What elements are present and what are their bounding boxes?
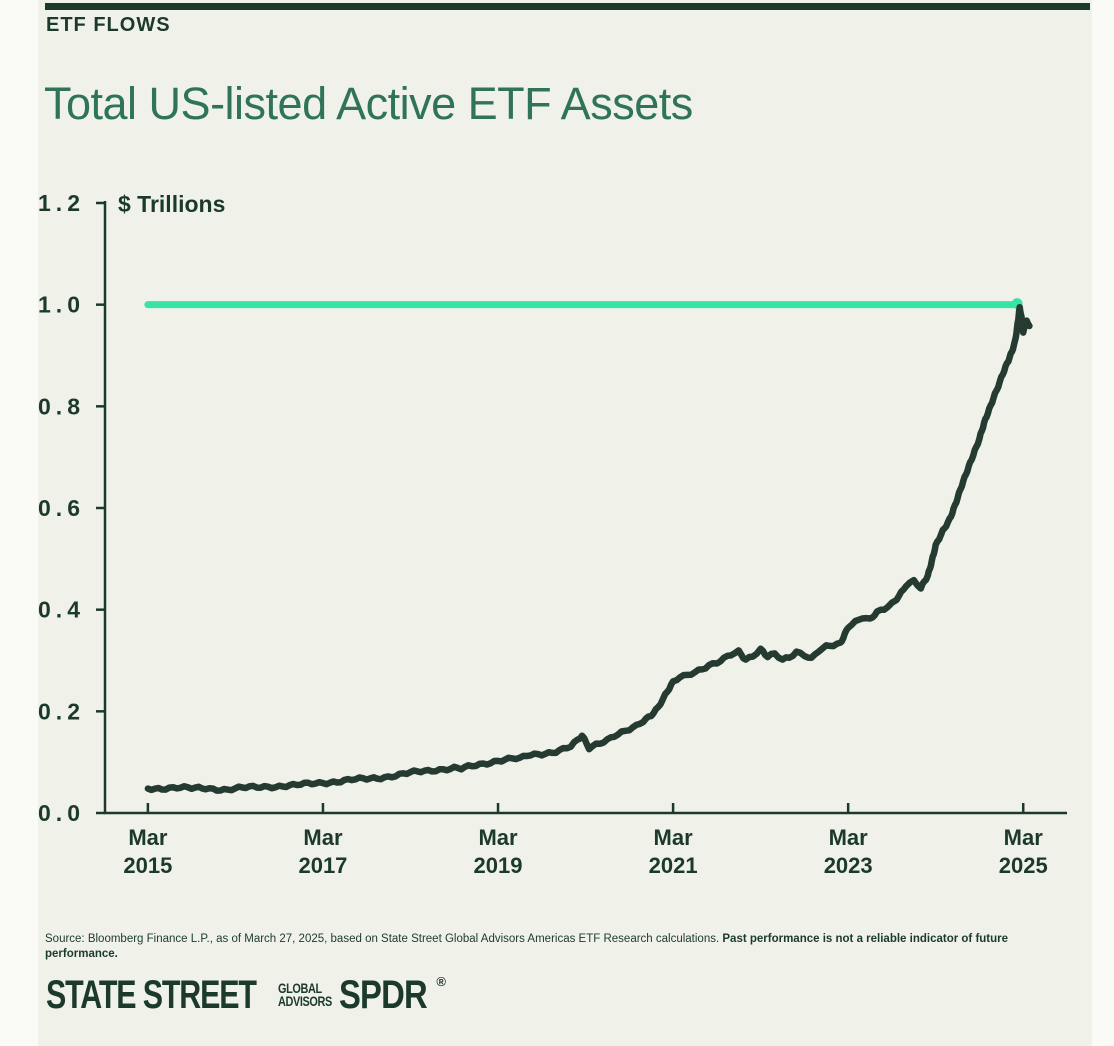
page-title: Total US-listed Active ETF Assets [44,78,693,129]
registered-trademark-symbol: ® [436,974,446,989]
series-line-active-etf-assets [144,303,1033,794]
source-text: Source: Bloomberg Finance L.P., as of Ma… [45,933,723,945]
global-advisors-wordmark: GLOBAL ADVISORS [278,980,333,1009]
y-tick-label: 0.6 [38,495,85,521]
x-tick-label: Mar 2025 [999,825,1048,878]
x-tick-label: Mar 2017 [298,825,347,878]
y-tick-label: 0.8 [38,393,85,419]
y-tick-label: 0.4 [38,597,85,623]
y-tick-label: 1.0 [38,292,85,318]
x-tick-label: Mar 2021 [649,825,698,878]
y-tick-label: 1.2 [38,190,85,216]
y-tick-label: 0.2 [38,698,85,724]
brand-logo: STATE STREET GLOBAL ADVISORS SPDR ® [46,972,446,1018]
y-axis-unit-label: $ Trillions [118,191,225,217]
spdr-wordmark: SPDR [339,972,428,1017]
chart-card [38,0,1092,1046]
source-note: Source: Bloomberg Finance L.P., as of Ma… [45,932,1045,962]
x-tick-label: Mar 2015 [123,825,172,878]
kicker-label: ETF FLOWS [46,14,171,36]
x-tick-label: Mar 2023 [824,825,873,878]
top-accent-bar [45,3,1090,10]
axes [103,201,1067,815]
x-tick-label: Mar 2019 [474,825,523,878]
y-tick-label: 0.0 [38,800,85,826]
state-street-wordmark: STATE STREET [46,972,257,1017]
disclaimer-text: Past performance is not a reliable indic… [45,933,1009,960]
